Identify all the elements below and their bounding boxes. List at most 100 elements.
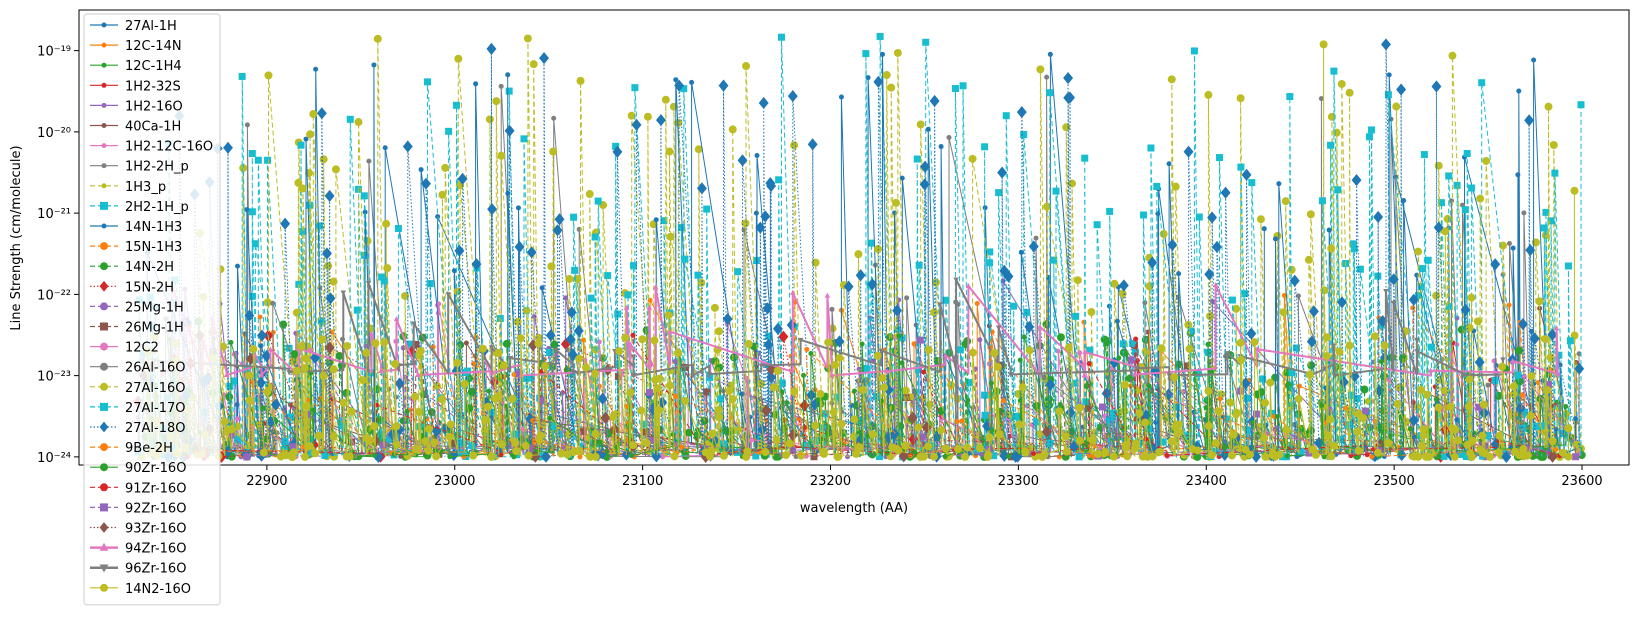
data-point (963, 337, 972, 346)
data-point (1141, 418, 1150, 427)
data-point (995, 430, 1004, 439)
data-point (1326, 415, 1335, 424)
data-point (264, 71, 273, 80)
data-point (1259, 375, 1267, 383)
data-point (1577, 101, 1585, 109)
data-point (904, 295, 910, 301)
data-point (977, 337, 983, 343)
data-point (430, 438, 439, 447)
data-point (524, 451, 533, 460)
data-point (985, 433, 994, 442)
data-point (1131, 439, 1140, 448)
data-point (1478, 431, 1487, 440)
data-point (1116, 355, 1122, 361)
legend-marker (100, 362, 108, 371)
data-point (1046, 439, 1054, 447)
data-point (329, 277, 338, 286)
data-point (414, 407, 423, 416)
x-tick-label: 23400 (1186, 474, 1227, 489)
data-point (260, 405, 266, 411)
data-point (744, 339, 753, 348)
data-point (1174, 428, 1183, 437)
legend-marker (100, 503, 108, 512)
data-point (1056, 333, 1065, 342)
data-point (591, 233, 599, 241)
data-point (300, 452, 309, 461)
data-point (1326, 227, 1332, 233)
data-point (959, 82, 967, 90)
data-point (313, 66, 319, 72)
data-point (714, 405, 723, 414)
data-point (959, 418, 965, 424)
data-point (1345, 341, 1354, 350)
data-point (1467, 293, 1476, 302)
data-point (1120, 380, 1129, 389)
data-point (520, 135, 528, 143)
data-point (1237, 355, 1246, 364)
data-point (777, 33, 785, 41)
data-point (382, 145, 388, 151)
data-point (653, 384, 662, 393)
data-point (1272, 236, 1278, 242)
data-point (604, 454, 610, 460)
data-point (353, 306, 361, 314)
data-point (1463, 150, 1471, 158)
data-point (689, 79, 695, 85)
data-point (1075, 403, 1084, 412)
data-point (559, 390, 565, 396)
data-point (624, 291, 632, 299)
data-point (956, 346, 964, 354)
data-point (354, 118, 363, 127)
data-point (1023, 308, 1031, 316)
data-point (989, 329, 995, 335)
legend-marker (101, 62, 107, 68)
data-point (938, 144, 944, 150)
data-point (674, 348, 683, 357)
data-point (1428, 343, 1436, 351)
data-point (249, 345, 258, 354)
legend-marker (100, 382, 108, 391)
data-point (362, 434, 371, 443)
data-point (591, 452, 600, 461)
legend-marker (101, 123, 107, 128)
data-point (1514, 371, 1522, 379)
data-point (1414, 452, 1423, 461)
data-point (1373, 448, 1382, 457)
data-point (1041, 374, 1047, 380)
data-point (1439, 356, 1445, 362)
data-point (1304, 255, 1313, 264)
data-point (1020, 131, 1028, 139)
data-point (1527, 372, 1536, 381)
legend-marker (100, 322, 108, 331)
data-point (453, 358, 462, 367)
data-point (394, 224, 402, 232)
data-point (1334, 186, 1342, 194)
data-point (824, 338, 833, 347)
data-point (650, 437, 658, 445)
data-point (715, 412, 724, 421)
data-point (1369, 454, 1375, 460)
data-point (445, 127, 453, 135)
data-point (664, 311, 673, 320)
data-point (1252, 410, 1260, 418)
data-point (245, 371, 254, 380)
y-tick-label: 10⁻²² (37, 288, 71, 303)
data-point (258, 343, 264, 349)
data-point (924, 442, 933, 451)
data-point (226, 382, 234, 390)
data-point (1040, 450, 1049, 459)
data-point (630, 332, 636, 338)
data-point (1204, 90, 1213, 99)
data-point (1047, 51, 1053, 57)
data-point (1241, 290, 1249, 298)
y-tick-label: 10⁻²³ (37, 370, 71, 385)
x-tick-label: 23000 (434, 474, 475, 489)
legend-label: 15N-2H (125, 280, 174, 295)
data-point (638, 335, 647, 344)
data-point (604, 272, 612, 280)
data-point (892, 198, 901, 207)
data-point (1044, 74, 1050, 80)
data-point (1506, 302, 1512, 308)
legend-label: 90Zr-16O (125, 461, 186, 476)
data-point (1021, 334, 1027, 340)
